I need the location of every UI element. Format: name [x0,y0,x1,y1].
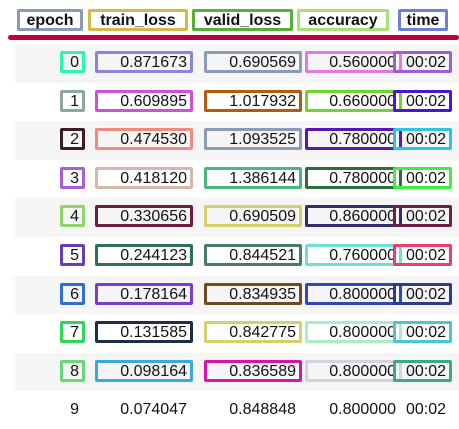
cell-valid-loss: 0.834935 [204,282,302,305]
table-row: 4 0.330656 0.690509 0.860000 00:02 [15,198,459,237]
table-row: 6 0.178164 0.834935 0.800000 00:02 [15,275,459,315]
cell-accuracy: 0.660000 [305,89,402,112]
cell-train-loss: 0.871673 [95,51,193,73]
cell-accuracy: 0.800000 [305,359,402,382]
cell-epoch: 7 [60,321,85,344]
table-body: 0 0.871673 0.690569 0.560000 00:02 1 0.609895 1… [15,44,459,429]
cell-time: 00:02 [393,359,452,382]
cell-accuracy: 0.860000 [305,205,402,228]
table-row: 7 0.131585 0.842775 0.800000 00:02 [15,314,459,353]
cell-accuracy: 0.800000 [329,401,396,419]
cell-time: 00:02 [393,51,452,73]
cell-train-loss: 0.474530 [95,128,193,151]
header-time: time [398,9,448,31]
header-divider [8,35,459,40]
cell-valid-loss: 1.017932 [204,89,302,112]
cell-time: 00:02 [393,166,452,189]
cell-train-loss: 0.178164 [95,282,193,305]
cell-valid-loss: 0.842775 [204,321,302,344]
cell-accuracy: 0.800000 [305,282,402,305]
cell-accuracy: 0.560000 [305,51,402,73]
cell-time: 00:02 [405,401,446,419]
cell-valid-loss: 0.690569 [204,51,302,73]
header-valid-loss: valid_loss [192,9,293,31]
cell-time: 00:02 [393,243,452,266]
cell-epoch: 1 [60,89,85,112]
cell-valid-loss: 1.386144 [204,166,302,189]
cell-train-loss: 0.244123 [95,243,193,266]
table-row: 5 0.244123 0.844521 0.760000 00:02 [15,237,459,276]
cell-accuracy: 0.760000 [305,243,402,266]
table-row: 9 0.074047 0.848848 0.800000 00:02 [15,391,459,429]
cell-train-loss: 0.609895 [95,89,193,112]
cell-accuracy: 0.780000 [305,128,402,151]
cell-epoch: 2 [60,128,85,151]
cell-epoch: 9 [70,401,79,419]
table-row: 8 0.098164 0.836589 0.800000 00:02 [15,352,459,392]
cell-epoch: 5 [60,243,85,266]
header-train-loss: train_loss [88,9,188,31]
header-epoch: epoch [17,9,83,31]
cell-epoch: 6 [60,282,85,305]
cell-train-loss: 0.330656 [95,205,193,228]
cell-valid-loss: 0.848848 [229,401,296,419]
cell-train-loss: 0.418120 [95,166,193,189]
header-accuracy: accuracy [297,9,389,31]
table-row: 0 0.871673 0.690569 0.560000 00:02 [15,44,459,83]
cell-epoch: 8 [60,359,85,382]
table-row: 2 0.474530 1.093525 0.780000 00:02 [15,121,459,160]
cell-train-loss: 0.074047 [120,401,187,419]
cell-time: 00:02 [393,128,452,151]
cell-time: 00:02 [393,282,452,305]
cell-valid-loss: 0.836589 [204,359,302,382]
table-row: 1 0.609895 1.017932 0.660000 00:02 [15,83,459,122]
cell-time: 00:02 [393,205,452,228]
cell-time: 00:02 [393,89,452,112]
cell-epoch: 4 [60,205,85,228]
cell-accuracy: 0.800000 [305,321,402,344]
table-header: epoch train_loss valid_loss accuracy tim… [0,0,459,34]
cell-train-loss: 0.131585 [95,321,193,344]
cell-epoch: 3 [60,166,85,189]
cell-valid-loss: 1.093525 [204,128,302,151]
cell-valid-loss: 0.690509 [204,205,302,228]
cell-epoch: 0 [60,51,85,73]
cell-valid-loss: 0.844521 [204,243,302,266]
cell-accuracy: 0.780000 [305,166,402,189]
cell-time: 00:02 [393,321,452,344]
cell-train-loss: 0.098164 [95,359,193,382]
table-row: 3 0.418120 1.386144 0.780000 00:02 [15,160,459,199]
